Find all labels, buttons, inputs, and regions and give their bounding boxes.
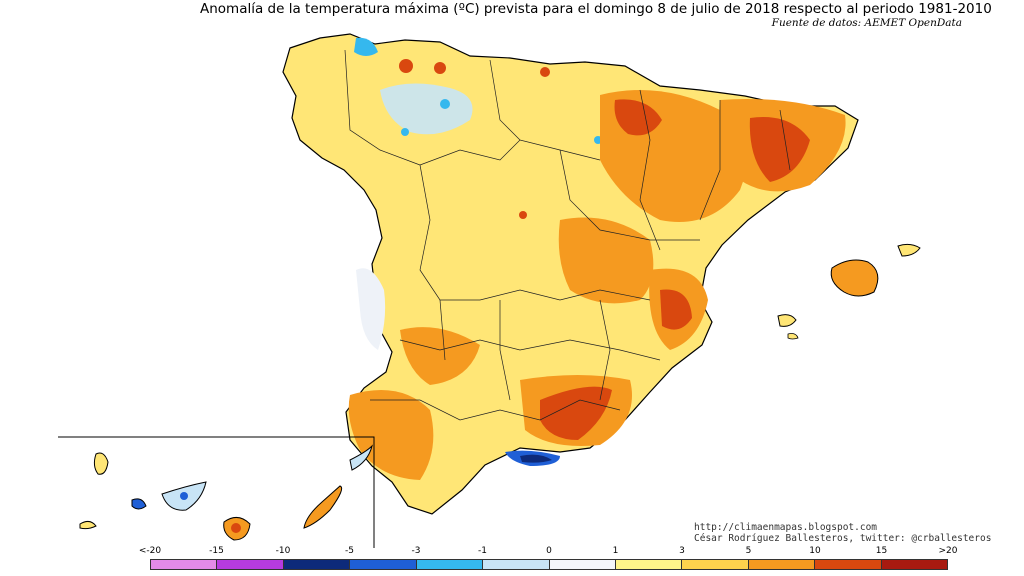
- anomaly-zone-aragon-hot: [614, 99, 662, 136]
- legend-tick-label: -1: [478, 546, 487, 556]
- island-menorca: [897, 243, 921, 257]
- legend-ticks: <-20 -15 -10 -5 -3 -1 0 1 3 5 10 15 >20: [139, 546, 958, 558]
- legend-bar: [150, 559, 948, 570]
- anomaly-spot-orange: [434, 62, 446, 74]
- legend-swatch: [682, 560, 749, 569]
- island-la-gomera: [131, 498, 147, 510]
- anomaly-spot-orange: [540, 67, 550, 77]
- anomaly-spot-orange: [399, 59, 413, 73]
- legend-swatch: [549, 560, 616, 569]
- legend-tick-label: -3: [411, 546, 421, 556]
- credits-author: César Rodríguez Ballesteros, twitter: @c…: [694, 533, 992, 544]
- credits: http://climaenmapas.blogspot.com César R…: [694, 522, 991, 544]
- anomaly-spot-blue: [401, 128, 409, 136]
- legend-tick-label: 3: [679, 546, 685, 556]
- legend-swatch: [217, 560, 284, 569]
- legend-swatch: [283, 560, 351, 569]
- legend-swatch: [881, 560, 948, 569]
- anomaly-zone-malaga-coldest: [520, 454, 552, 463]
- legend-swatch: [416, 560, 484, 569]
- anomaly-spot-orange: [231, 523, 241, 533]
- legend-tick-label: -15: [209, 546, 224, 556]
- province-boundaries: [344, 49, 791, 421]
- legend-tick-label: -5: [345, 546, 354, 556]
- legend-tick-label: 1: [612, 546, 619, 556]
- anomaly-spot-blue: [180, 492, 188, 500]
- anomaly-spot-blue: [440, 99, 450, 109]
- anomaly-zone-galicia-cool: [354, 37, 378, 56]
- anomaly-zone-levante-hot: [660, 289, 692, 330]
- legend-tick-label: -10: [275, 546, 291, 556]
- island-ibiza: [777, 314, 797, 327]
- anomaly-zone-nw-cool: [380, 83, 473, 135]
- map-title: Anomalía de la temperatura máxima (ºC) p…: [200, 1, 992, 17]
- anomaly-zone-w-neutral: [356, 268, 386, 350]
- legend-swatch: [748, 560, 816, 569]
- island-la-palma: [93, 452, 109, 475]
- color-legend: <-20 -15 -10 -5 -3 -1 0 1 3 5 10 15 >20: [139, 546, 958, 572]
- anomaly-zone-catalonia-hot: [749, 116, 810, 182]
- credits-url[interactable]: http://climaenmapas.blogspot.com: [694, 522, 878, 533]
- anomaly-spot-orange: [519, 211, 527, 219]
- legend-swatch: [151, 560, 218, 569]
- island-el-hierro: [79, 520, 97, 530]
- data-source: Fuente de datos: AEMET OpenData: [771, 17, 962, 29]
- legend-swatch: [350, 560, 417, 569]
- island-fuerteventura: [303, 485, 343, 529]
- island-formentera: [787, 333, 799, 340]
- legend-swatch: [483, 560, 550, 569]
- legend-swatch: [615, 560, 683, 569]
- anomaly-zone-andalusia-warm: [348, 390, 434, 480]
- legend-tick-label: >20: [938, 546, 958, 556]
- anomaly-zone-central-warm: [558, 217, 654, 304]
- anomaly-zone-extremadura-warm: [400, 327, 480, 385]
- legend-tick-label: 10: [809, 546, 821, 556]
- legend-tick-label: 5: [745, 546, 752, 556]
- legend-swatch: [815, 560, 882, 569]
- island-mallorca: [830, 259, 879, 297]
- legend-tick-label: <-20: [138, 546, 162, 556]
- legend-tick-label: 15: [875, 546, 888, 556]
- canary-inset-frame: [58, 436, 375, 548]
- legend-tick-label: 0: [546, 546, 552, 556]
- island-lanzarote: [349, 444, 373, 471]
- anomaly-zone-granada-hot: [540, 386, 612, 440]
